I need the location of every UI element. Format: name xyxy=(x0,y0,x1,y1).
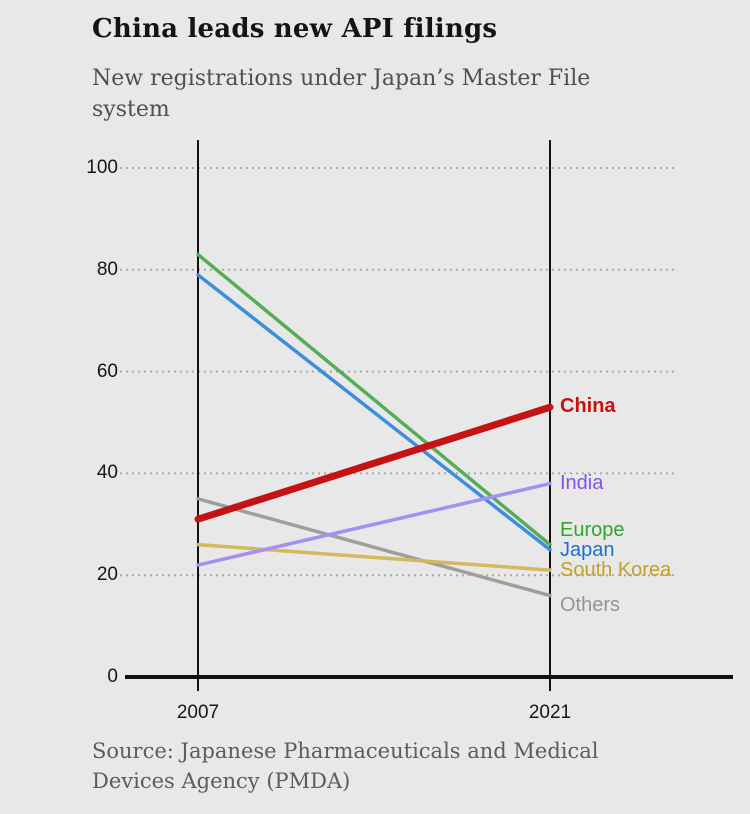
xtick-label-2021: 2021 xyxy=(528,702,572,723)
series-label-china: China xyxy=(560,395,616,418)
series-label-others: Others xyxy=(560,593,621,616)
series-line-china xyxy=(194,403,554,523)
xtick-label-2007: 2007 xyxy=(176,702,220,723)
ytick-label-20: 20 xyxy=(96,564,118,586)
series-line-japan xyxy=(196,273,552,552)
ytick-label-100: 100 xyxy=(86,157,118,178)
series-line-india xyxy=(196,481,552,567)
chart-subtitle: New registrations under Japan’s Master F… xyxy=(92,66,591,123)
ytick-label-60: 60 xyxy=(96,360,118,382)
series-label-europe: Europe xyxy=(560,518,625,541)
series-label-india: India xyxy=(560,471,604,494)
source-note: Source: Japanese Pharmaceuticals and Med… xyxy=(92,739,599,794)
series-label-japan: Japan xyxy=(560,538,615,561)
series-line-others xyxy=(196,497,552,598)
ytick-label-0: 0 xyxy=(107,666,118,687)
chart-title: China leads new API filings xyxy=(92,14,498,44)
series-line-south-korea xyxy=(196,542,552,572)
ytick-label-40: 40 xyxy=(96,462,118,484)
series-label-south-korea: South Korea xyxy=(560,559,672,582)
ytick-label-80: 80 xyxy=(96,258,118,280)
